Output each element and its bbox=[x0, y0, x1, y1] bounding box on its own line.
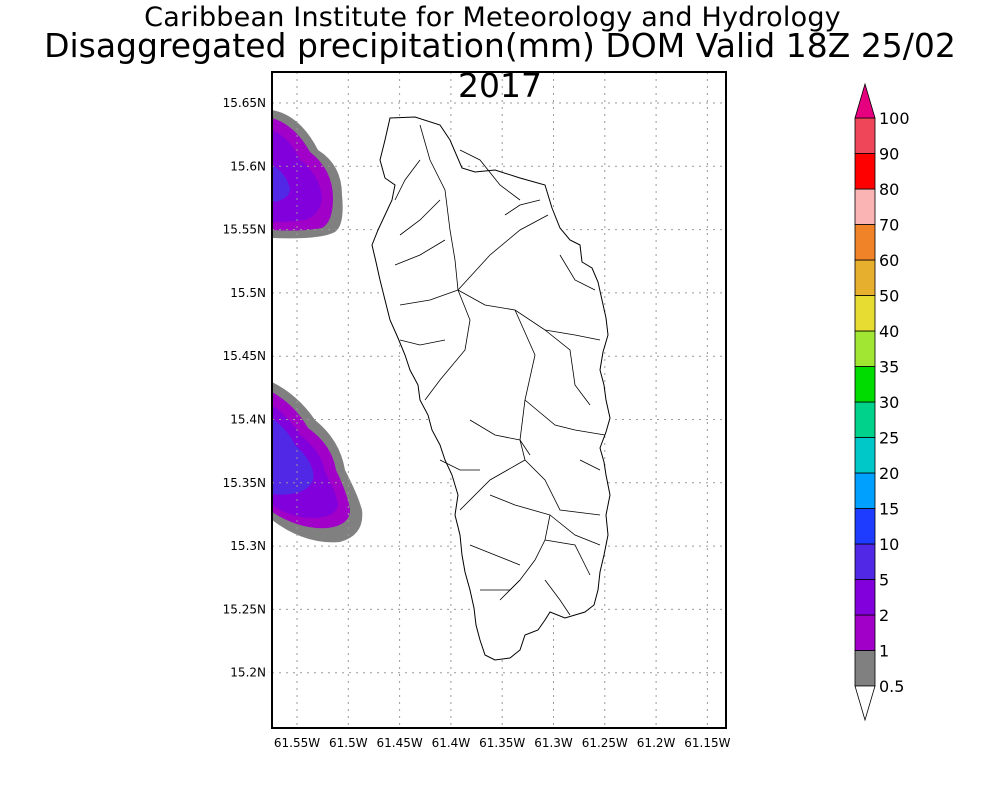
colorbar-label: 80 bbox=[879, 180, 899, 199]
colorbar-label: 0.5 bbox=[879, 677, 904, 696]
colorbar-segment bbox=[854, 153, 876, 190]
lat-tick-label: 15.5N bbox=[230, 286, 266, 300]
longitude-ticks: 61.55W 61.5W 61.45W 61.4W 61.35W 61.3W 61.25W 6… bbox=[274, 736, 731, 750]
lat-tick-label: 15.55N bbox=[223, 223, 266, 237]
colorbar-segment bbox=[854, 508, 876, 545]
colorbar-segment bbox=[854, 472, 876, 509]
colorbar-label: 100 bbox=[879, 109, 910, 128]
colorbar-label: 25 bbox=[879, 429, 899, 448]
lat-tick-label: 15.25N bbox=[223, 602, 266, 616]
precip-blob-blue-south bbox=[272, 418, 314, 495]
lon-tick-label: 61.4W bbox=[432, 736, 471, 750]
precipitation-field bbox=[272, 110, 363, 543]
colorbar-segment bbox=[854, 401, 876, 438]
colorbar-segment bbox=[854, 295, 876, 332]
colorbar-label: 20 bbox=[879, 464, 899, 483]
lon-tick-label: 61.25W bbox=[582, 736, 628, 750]
colorbar-label: 70 bbox=[879, 216, 899, 235]
lat-tick-label: 15.6N bbox=[230, 159, 266, 173]
lat-tick-label: 15.45N bbox=[223, 349, 266, 363]
lat-tick-label: 15.2N bbox=[230, 666, 266, 680]
colorbar-label: 40 bbox=[879, 322, 899, 341]
colorbar-segment bbox=[854, 614, 876, 651]
lon-tick-label: 61.45W bbox=[376, 736, 422, 750]
lat-tick-label: 15.4N bbox=[230, 413, 266, 427]
colorbar-label: 60 bbox=[879, 251, 899, 270]
colorbar-label: 5 bbox=[879, 571, 889, 590]
lon-tick-label: 61.15W bbox=[684, 736, 730, 750]
colorbar-label: 35 bbox=[879, 358, 899, 377]
dominica-outline bbox=[371, 116, 611, 661]
island-coastline bbox=[371, 116, 611, 661]
lon-tick-label: 61.35W bbox=[479, 736, 525, 750]
colorbar-label: 50 bbox=[879, 287, 899, 306]
precip-blob-blue-north bbox=[272, 165, 290, 202]
colorbar-segment bbox=[854, 650, 876, 687]
colorbar-segment bbox=[854, 188, 876, 225]
colorbar-segment bbox=[854, 366, 876, 403]
latitude-ticks: 15.65N 15.6N 15.55N 15.5N 15.45N 15.4N 15.35N 1… bbox=[223, 96, 266, 680]
precip-blob-violet-north bbox=[272, 130, 322, 222]
chart-subtitle: Disaggregated precipitation(mm) DOM Vali… bbox=[44, 26, 956, 105]
lon-tick-label: 61.55W bbox=[274, 736, 320, 750]
colorbar-label: 2 bbox=[879, 606, 889, 625]
colorbar-segment bbox=[854, 224, 876, 261]
colorbar-segment bbox=[854, 579, 876, 616]
lon-tick-label: 61.3W bbox=[534, 736, 573, 750]
colorbar-label: 90 bbox=[879, 145, 899, 164]
colorbar-segment bbox=[854, 330, 876, 367]
colorbar-segment bbox=[854, 259, 876, 296]
watershed-boundaries bbox=[394, 124, 606, 616]
colorbar-high-cap bbox=[854, 82, 876, 119]
map-frame bbox=[271, 71, 727, 729]
colorbar-segment bbox=[854, 543, 876, 580]
lon-tick-label: 61.2W bbox=[637, 736, 676, 750]
lat-tick-label: 15.65N bbox=[223, 96, 266, 110]
colorbar-label: 10 bbox=[879, 535, 899, 554]
colorbar-label: 1 bbox=[879, 642, 889, 661]
colorbar-label: 30 bbox=[879, 393, 899, 412]
colorbar-low-cap bbox=[854, 685, 876, 722]
colorbar-segment bbox=[854, 117, 876, 154]
lat-tick-label: 15.35N bbox=[223, 476, 266, 490]
lat-tick-label: 15.3N bbox=[230, 539, 266, 553]
colorbar-label: 15 bbox=[879, 500, 899, 519]
lon-tick-label: 61.5W bbox=[329, 736, 368, 750]
chart-title: Caribbean Institute for Meteorology and … bbox=[144, 2, 841, 33]
colorbar-segment bbox=[854, 437, 876, 474]
